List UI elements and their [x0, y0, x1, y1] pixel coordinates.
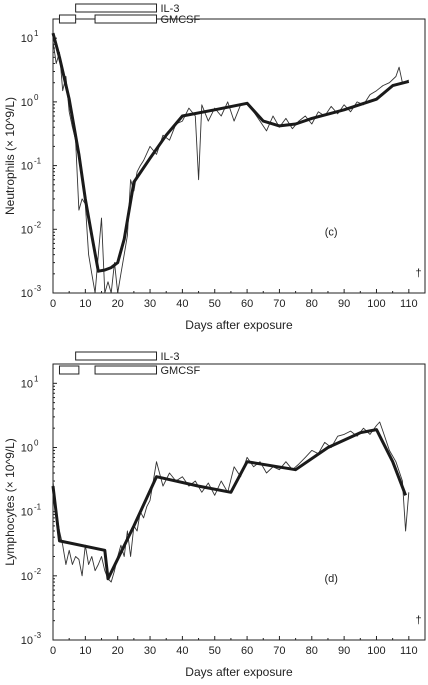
- gmcsf-treatment-bar: [58, 14, 77, 24]
- x-tick-label: 0: [50, 298, 56, 310]
- x-tick-label: 50: [209, 298, 221, 310]
- y-tick-exponent: -3: [34, 284, 42, 293]
- y-tick-exponent: 0: [34, 438, 39, 447]
- y-tick-exponent: -1: [34, 157, 42, 166]
- x-axis-label: Days after exposure: [185, 318, 293, 332]
- plot-frame: [52, 363, 426, 641]
- y-tick-base: 10: [21, 378, 33, 390]
- x-tick-label: 30: [144, 645, 156, 657]
- x-tick-label: 100: [367, 645, 385, 657]
- y-tick-base: 10: [21, 97, 33, 109]
- panel-label: (d): [324, 573, 337, 585]
- il3-treatment-bar: [75, 3, 158, 13]
- gmcsf-label: GMCSF: [161, 14, 201, 26]
- x-tick-label: 60: [241, 645, 253, 657]
- y-tick-exponent: -3: [34, 631, 42, 640]
- y-tick-base: 10: [21, 442, 33, 454]
- il3-label: IL-3: [161, 351, 180, 363]
- x-tick-label: 70: [273, 645, 285, 657]
- gmcsf-label: GMCSF: [161, 365, 201, 377]
- x-tick-label: 20: [112, 645, 124, 657]
- y-axis-label: Lymphocytes (× 10^9/L): [3, 438, 17, 566]
- x-tick-label: 90: [338, 298, 350, 310]
- gmcsf-treatment-bar: [94, 365, 158, 375]
- y-tick-base: 10: [21, 224, 33, 236]
- y-tick-exponent: -1: [34, 503, 42, 512]
- x-tick-label: 10: [79, 298, 91, 310]
- x-tick-label: 0: [50, 645, 56, 657]
- plot-frame: [52, 18, 426, 294]
- y-tick-exponent: 1: [34, 29, 39, 38]
- x-tick-label: 40: [176, 298, 188, 310]
- gmcsf-treatment-bar: [94, 14, 158, 24]
- death-marker: †: [415, 268, 421, 280]
- y-axis-label: Neutrophils (× 10^9/L): [3, 97, 17, 215]
- y-tick-base: 10: [21, 288, 33, 300]
- x-tick-label: 80: [306, 645, 318, 657]
- x-tick-label: 80: [306, 298, 318, 310]
- x-tick-label: 110: [400, 298, 418, 310]
- gmcsf-treatment-bar: [58, 365, 80, 375]
- observed-data-line: [52, 421, 410, 583]
- x-tick-label: 20: [112, 298, 124, 310]
- x-tick-label: 50: [209, 645, 221, 657]
- x-axis-label: Days after exposure: [185, 665, 293, 679]
- x-tick-label: 60: [241, 298, 253, 310]
- y-tick-exponent: -2: [34, 220, 42, 229]
- fitted-trend-line: [51, 32, 410, 273]
- x-tick-label: 30: [144, 298, 156, 310]
- y-tick-exponent: 0: [34, 93, 39, 102]
- il3-treatment-bar: [75, 351, 158, 361]
- y-tick-exponent: 1: [34, 374, 39, 383]
- fitted-trend-line: [51, 428, 408, 581]
- y-tick-base: 10: [21, 33, 33, 45]
- x-tick-label: 70: [273, 298, 285, 310]
- il3-label: IL-3: [161, 3, 180, 15]
- panel-label: (c): [325, 226, 338, 238]
- y-tick-base: 10: [21, 635, 33, 647]
- y-tick-exponent: -2: [34, 567, 42, 576]
- y-tick-base: 10: [21, 571, 33, 583]
- x-tick-label: 100: [367, 298, 385, 310]
- x-tick-label: 90: [338, 645, 350, 657]
- x-tick-label: 110: [400, 645, 418, 657]
- x-tick-label: 40: [176, 645, 188, 657]
- y-tick-base: 10: [21, 507, 33, 519]
- observed-data-line: [52, 41, 409, 294]
- x-tick-label: 10: [79, 645, 91, 657]
- y-tick-base: 10: [21, 161, 33, 173]
- death-marker: †: [415, 615, 421, 627]
